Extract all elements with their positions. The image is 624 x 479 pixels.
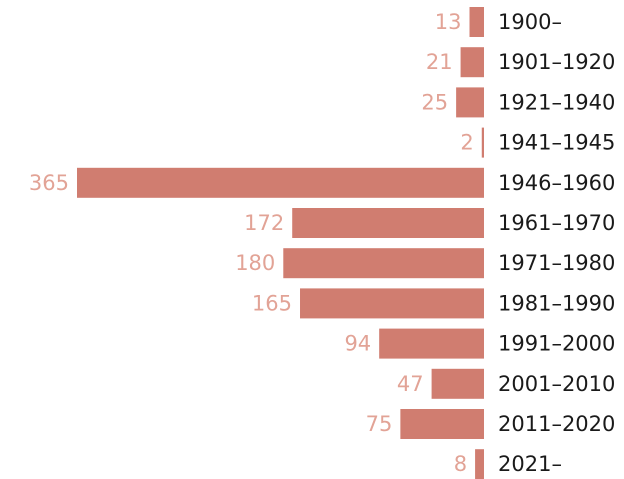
value-label: 75 — [366, 412, 393, 436]
category-label: 1941–1945 — [498, 131, 615, 155]
bar — [456, 87, 484, 118]
value-label: 172 — [244, 211, 284, 235]
category-label: 1921–1940 — [498, 90, 615, 114]
value-label: 94 — [344, 332, 371, 356]
bar — [481, 127, 484, 158]
bar — [469, 7, 484, 37]
bar — [431, 368, 484, 399]
value-label: 25 — [421, 90, 448, 114]
value-label: 13 — [435, 10, 462, 34]
value-label: 21 — [426, 50, 453, 74]
category-label: 2001–2010 — [498, 372, 615, 396]
category-label: 1900– — [498, 10, 562, 34]
category-label: 2021– — [498, 452, 562, 476]
bar — [300, 288, 484, 319]
value-label: 2 — [460, 131, 473, 155]
category-label: 1961–1970 — [498, 211, 615, 235]
bar — [475, 449, 484, 479]
category-label: 1991–2000 — [498, 332, 615, 356]
bar — [460, 47, 484, 78]
bar — [77, 167, 484, 198]
value-label: 365 — [29, 171, 69, 195]
category-label: 1981–1990 — [498, 291, 615, 315]
category-label: 1971–1980 — [498, 251, 615, 275]
bar — [292, 208, 484, 238]
value-label: 180 — [235, 251, 275, 275]
bar — [400, 409, 484, 439]
category-label: 2011–2020 — [498, 412, 615, 436]
value-label: 8 — [454, 452, 467, 476]
value-label: 47 — [397, 372, 424, 396]
category-label: 1901–1920 — [498, 50, 615, 74]
bar — [379, 328, 484, 359]
value-label: 165 — [252, 291, 292, 315]
bar — [283, 248, 484, 279]
category-label: 1946–1960 — [498, 171, 615, 195]
